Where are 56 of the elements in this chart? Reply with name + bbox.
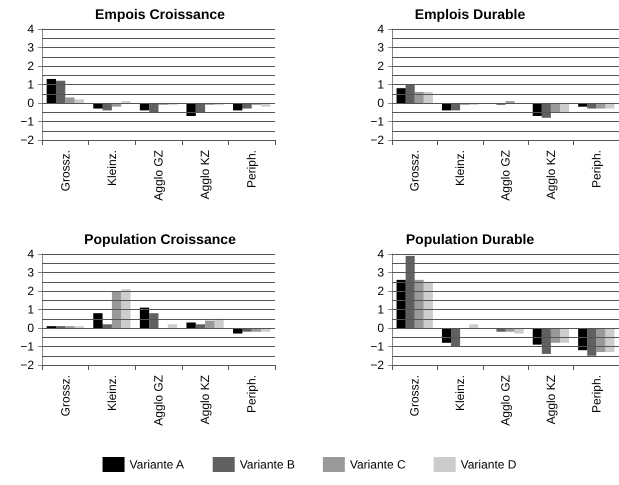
chart-title: Population Croissance — [84, 231, 236, 247]
y-tick-label: 3 — [377, 40, 384, 54]
y-tick-label: 0 — [377, 321, 384, 335]
chart-title: Population Durable — [406, 231, 534, 247]
y-tick-label: 3 — [27, 40, 34, 54]
x-tick-label: Kleinz. — [104, 375, 119, 412]
legend-label: Variante A — [130, 458, 184, 472]
y-tick-label: 0 — [27, 96, 34, 110]
legend-label: Variante D — [460, 458, 517, 472]
x-tick-label: Grossz. — [408, 150, 422, 192]
y-tick-label: 1 — [27, 78, 34, 92]
x-tick-label: Agglo KZ — [544, 150, 558, 200]
x-tick-label: Periph. — [589, 150, 604, 188]
y-tick-label: −2 — [370, 133, 384, 147]
chart-title: Emplois Durable — [414, 6, 526, 22]
x-tick-label: Agglo KZ — [544, 375, 558, 424]
y-tick-label: 2 — [27, 284, 34, 298]
x-tick-label: Grossz. — [58, 150, 72, 192]
y-tick-label: −1 — [20, 340, 34, 354]
y-tick-label: 4 — [377, 247, 384, 261]
y-tick-label: 1 — [377, 78, 384, 92]
y-tick-label: −2 — [20, 358, 34, 372]
y-tick-label: −2 — [370, 358, 384, 372]
y-tick-label: 2 — [27, 59, 34, 73]
x-tick-label: Agglo GZ — [152, 150, 166, 201]
y-tick-label: 4 — [27, 247, 34, 261]
y-tick-label: 2 — [377, 59, 384, 73]
y-tick-label: 1 — [377, 302, 384, 316]
y-tick-label: 4 — [27, 22, 34, 36]
chart-title: Empois Croissance — [95, 6, 226, 22]
x-tick-label: Periph. — [244, 150, 259, 188]
x-tick-label: Kleinz. — [104, 150, 119, 186]
y-tick-label: −1 — [370, 114, 384, 128]
legend-label: Variante C — [350, 458, 406, 472]
x-tick-label: Kleinz. — [453, 150, 468, 186]
legend-label: Variante B — [240, 458, 295, 472]
y-tick-label: 0 — [27, 321, 34, 335]
x-tick-label: Agglo KZ — [198, 150, 212, 200]
y-tick-label: 3 — [377, 266, 384, 280]
x-tick-label: Periph. — [244, 375, 259, 414]
x-tick-label: Grossz. — [408, 375, 422, 416]
y-tick-label: 4 — [377, 22, 384, 36]
y-tick-label: 2 — [377, 284, 384, 298]
x-tick-label: Agglo GZ — [152, 375, 166, 426]
y-tick-label: 1 — [27, 302, 34, 316]
y-tick-label: 0 — [377, 96, 384, 110]
y-tick-label: −1 — [370, 340, 384, 354]
y-tick-label: −2 — [20, 133, 34, 147]
x-tick-label: Kleinz. — [453, 375, 468, 412]
x-tick-label: Agglo GZ — [498, 150, 512, 201]
x-tick-label: Agglo GZ — [498, 375, 512, 426]
y-tick-label: −1 — [20, 114, 34, 128]
x-tick-label: Agglo KZ — [198, 375, 212, 424]
x-tick-label: Periph. — [589, 375, 604, 414]
x-tick-label: Grossz. — [58, 375, 72, 416]
y-tick-label: 3 — [27, 266, 34, 280]
